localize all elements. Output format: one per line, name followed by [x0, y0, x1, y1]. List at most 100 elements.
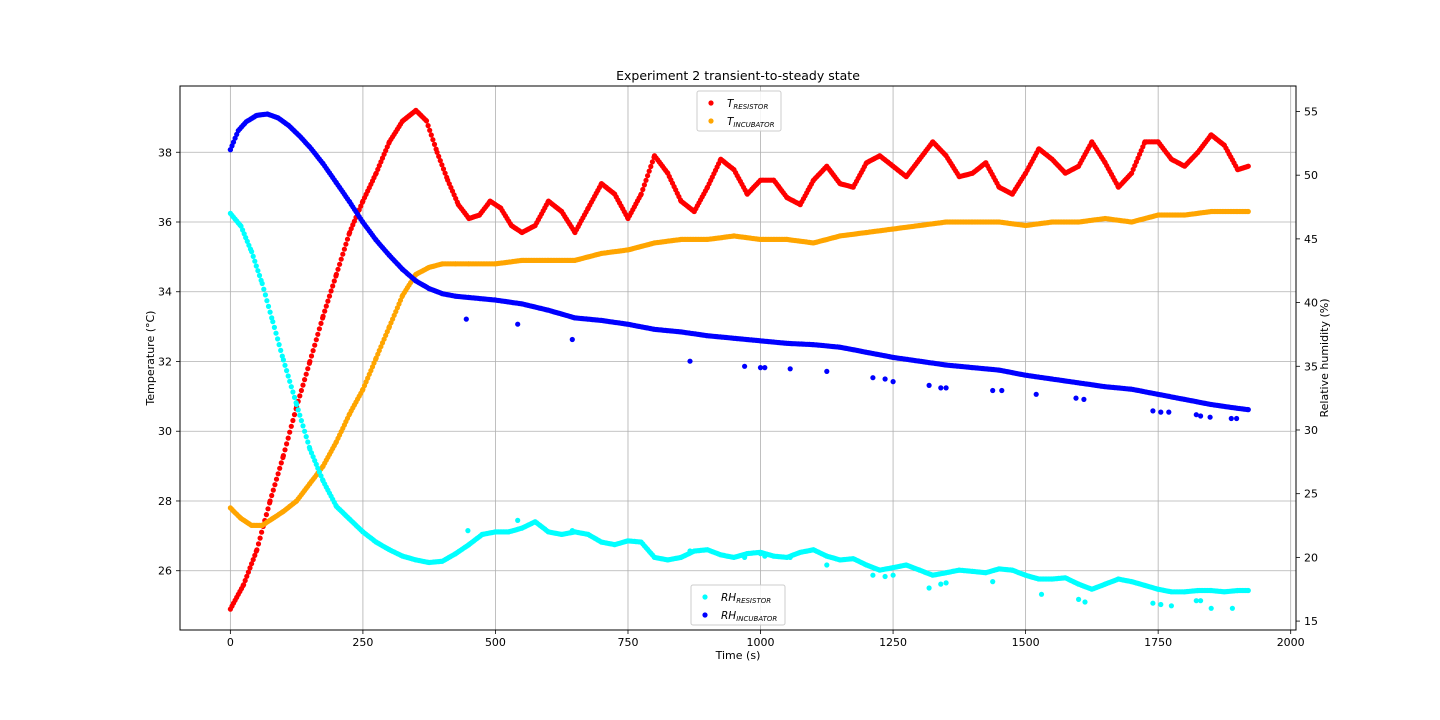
- x-tick-label: 250: [352, 636, 373, 649]
- data-point: [256, 272, 263, 279]
- y-axis-left-title: Temperature (°C): [144, 311, 157, 407]
- data-point: [323, 303, 329, 309]
- data-point: [340, 251, 346, 257]
- data-point: [273, 476, 280, 482]
- data-point: [326, 293, 333, 299]
- data-point: [300, 423, 306, 429]
- data-point: [315, 331, 321, 337]
- data-point: [316, 326, 322, 332]
- data-point: [1198, 413, 1204, 419]
- legend-label-base: T: [727, 98, 735, 110]
- data-point: [265, 506, 271, 512]
- x-tick-label: 1500: [1012, 636, 1040, 649]
- data-point: [277, 465, 283, 471]
- chart-title: Experiment 2 transient-to-steady state: [616, 68, 860, 83]
- y-left-tick-label: 34: [158, 286, 172, 299]
- data-point: [1234, 415, 1240, 422]
- data-point: [1166, 409, 1172, 415]
- x-tick-label: 0: [227, 636, 234, 649]
- data-point: [1198, 598, 1204, 604]
- data-point: [762, 553, 768, 559]
- data-point: [338, 256, 344, 262]
- data-point: [297, 412, 303, 418]
- data-point: [341, 246, 347, 252]
- data-point: [1193, 598, 1199, 604]
- data-point: [787, 366, 793, 372]
- data-point: [227, 147, 233, 153]
- data-point: [254, 547, 260, 553]
- data-point: [646, 168, 652, 174]
- data-point: [262, 292, 268, 298]
- data-point: [297, 393, 303, 399]
- data-point: [742, 363, 748, 369]
- data-point: [882, 376, 888, 382]
- data-point: [271, 324, 277, 330]
- data-point: [287, 429, 293, 435]
- data-point: [643, 177, 649, 183]
- legend-label-subscript: INCUBATOR: [733, 121, 774, 129]
- y-right-tick-label: 20: [1304, 551, 1318, 564]
- data-point: [298, 418, 304, 424]
- data-point: [325, 298, 331, 304]
- data-point: [255, 268, 261, 274]
- x-tick-label: 1250: [879, 636, 907, 649]
- data-point: [247, 565, 253, 571]
- data-point: [257, 535, 263, 541]
- series-RH-incubator-outliers: [227, 147, 1240, 422]
- data-point: [440, 166, 447, 172]
- series-T-resistor: [227, 107, 1251, 612]
- legend-box: [690, 584, 786, 626]
- data-point: [282, 362, 288, 368]
- data-point: [288, 423, 294, 429]
- data-point: [302, 377, 308, 383]
- data-point: [742, 554, 748, 561]
- legend-marker: [702, 612, 708, 618]
- data-point: [267, 309, 273, 315]
- data-point: [890, 572, 896, 578]
- data-point: [313, 337, 319, 343]
- data-point: [990, 579, 996, 585]
- data-point: [1208, 605, 1214, 611]
- data-point: [943, 580, 949, 586]
- data-point: [1245, 208, 1251, 215]
- data-point: [427, 127, 433, 133]
- data-point: [238, 223, 244, 229]
- data-point: [1168, 603, 1174, 609]
- data-point: [250, 253, 256, 259]
- data-point: [926, 585, 932, 591]
- data-point: [275, 336, 281, 342]
- data-point: [298, 387, 304, 394]
- data-point: [261, 286, 267, 292]
- data-point: [284, 441, 290, 447]
- y-right-tick-label: 40: [1304, 297, 1318, 310]
- data-point: [318, 320, 324, 326]
- data-point: [305, 366, 311, 372]
- data-point: [1073, 395, 1079, 401]
- data-point: [439, 162, 445, 168]
- data-point: [1245, 163, 1251, 169]
- data-point: [687, 548, 693, 554]
- data-point: [303, 434, 309, 440]
- data-point: [252, 258, 258, 264]
- y-right-tick-label: 55: [1304, 105, 1318, 118]
- y-left-tick-label: 36: [158, 216, 172, 229]
- data-point: [569, 336, 575, 343]
- data-point: [242, 577, 248, 584]
- data-point: [437, 158, 443, 164]
- data-point: [1158, 601, 1164, 608]
- data-point: [272, 482, 278, 488]
- grid: [180, 86, 1296, 630]
- data-point: [318, 473, 324, 479]
- x-axis: 0 250 500 750 1000 1250 1500 1750 2000: [227, 630, 1305, 649]
- data-point: [423, 118, 430, 124]
- data-point: [284, 368, 290, 374]
- series-RH-incubator: [227, 111, 1251, 413]
- x-axis-title: Time (s): [715, 649, 761, 662]
- y-right-tick-label: 30: [1304, 424, 1318, 437]
- data-point: [824, 562, 830, 568]
- data-point: [431, 141, 438, 147]
- y-right-tick-label: 45: [1304, 233, 1318, 246]
- y-right-tick-label: 15: [1304, 615, 1318, 628]
- data-point: [230, 139, 237, 145]
